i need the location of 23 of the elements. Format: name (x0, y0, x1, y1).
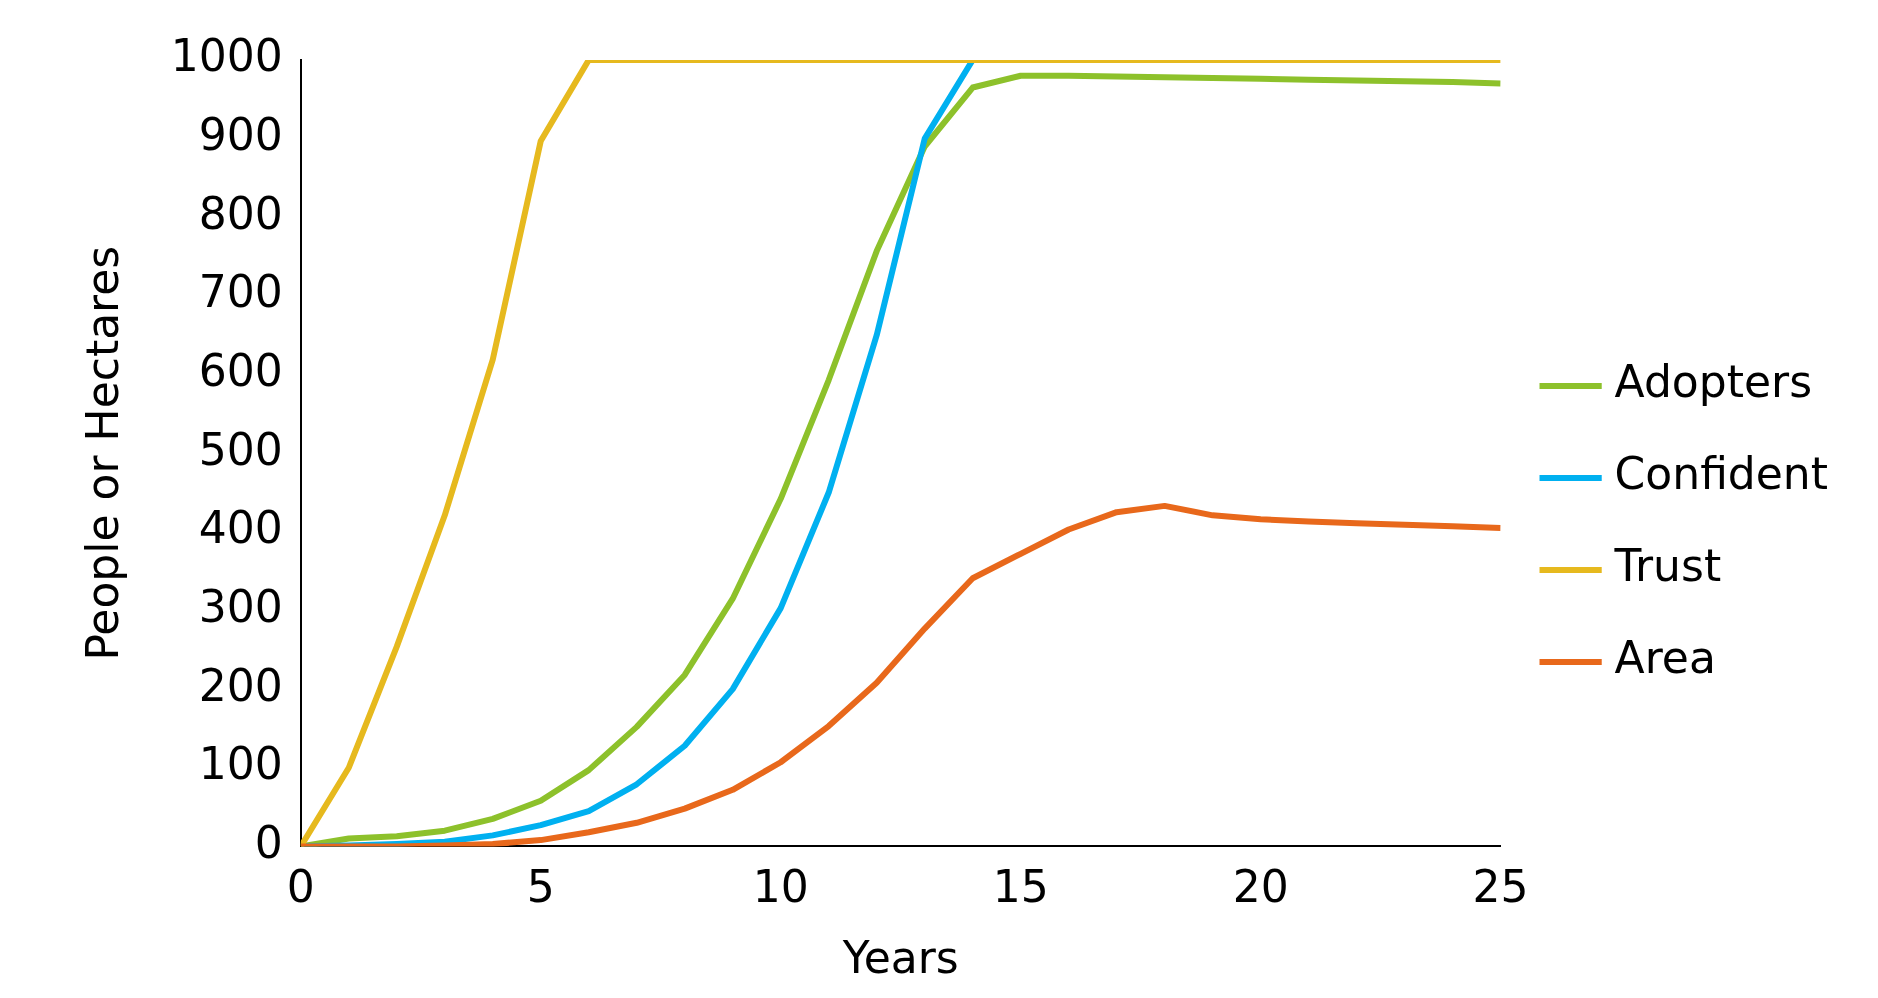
legend-label: Confident (1614, 448, 1829, 500)
y-tick-label: 100 (198, 738, 283, 790)
y-tick-label: 0 (254, 816, 283, 868)
x-tick-label: 20 (1232, 861, 1289, 913)
x-tick-label: 0 (286, 861, 315, 913)
legend-label: Adopters (1614, 356, 1813, 408)
y-tick-label: 500 (198, 423, 283, 475)
y-tick-label: 200 (198, 659, 283, 711)
legend-label: Area (1614, 632, 1716, 684)
x-tick-label: 25 (1472, 861, 1529, 913)
x-tick-label: 15 (992, 861, 1049, 913)
y-tick-label: 400 (198, 502, 283, 554)
legend-label: Trust (1613, 540, 1722, 592)
y-tick-label: 1000 (170, 30, 283, 82)
y-tick-label: 800 (198, 187, 283, 239)
y-tick-label: 300 (198, 580, 283, 632)
y-axis-title: People or Hectares (76, 245, 128, 661)
x-tick-label: 5 (526, 861, 555, 913)
y-tick-label: 900 (198, 109, 283, 161)
y-tick-label: 700 (198, 266, 283, 318)
y-tick-label: 600 (198, 345, 283, 396)
x-axis-title: Years (841, 932, 959, 984)
x-tick-label: 10 (752, 861, 809, 913)
